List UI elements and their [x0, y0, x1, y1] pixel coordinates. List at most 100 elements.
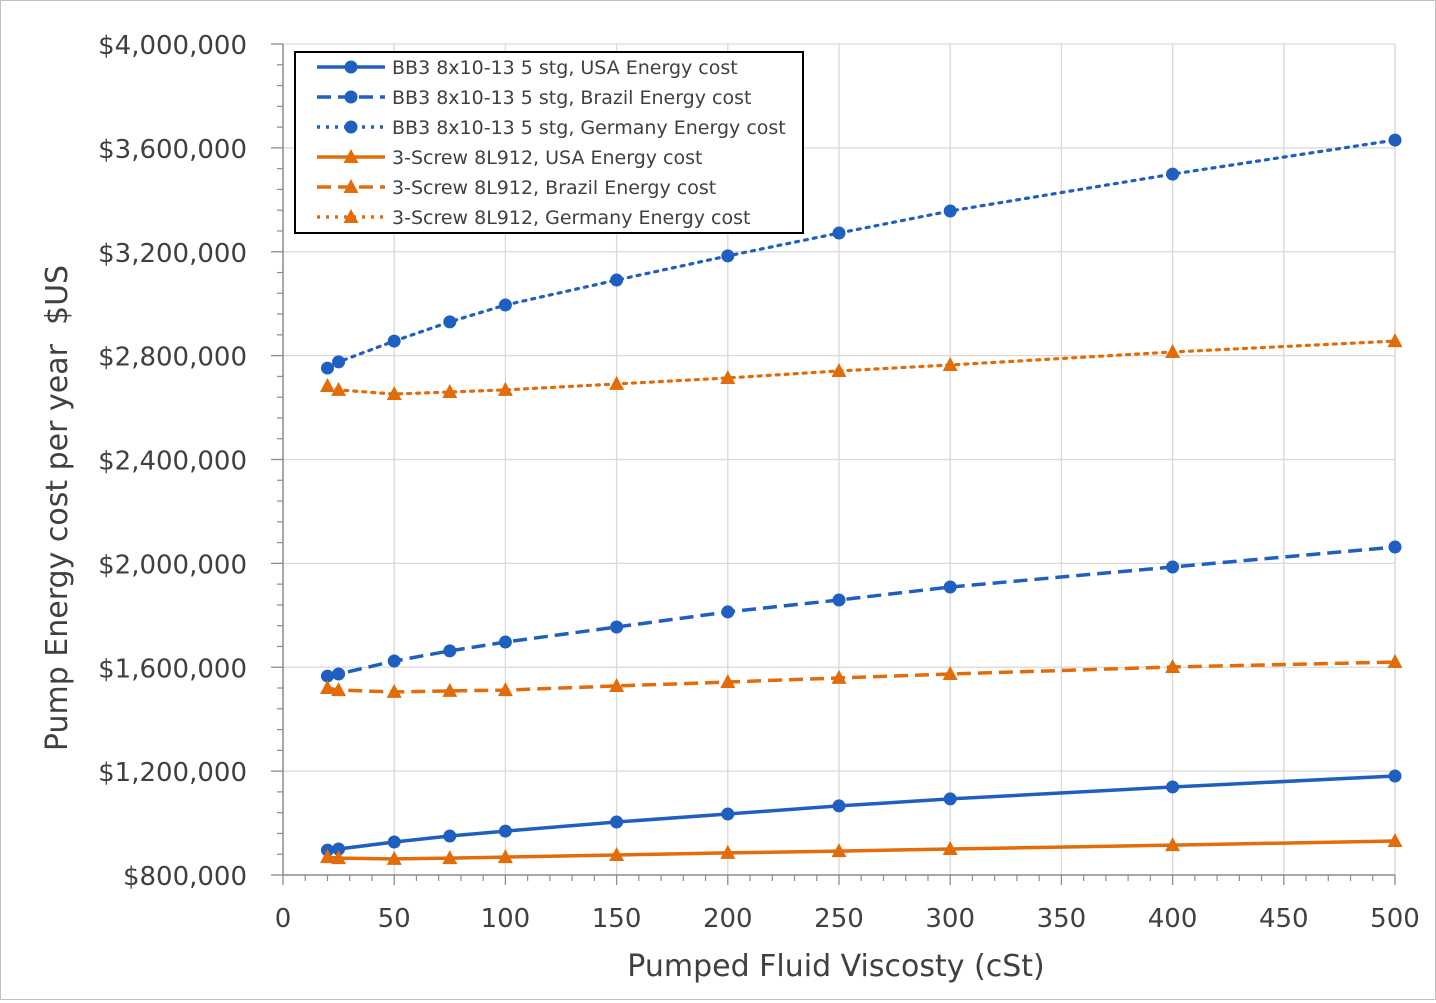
legend-label: BB3 8x10-13 5 stg, USA Energy cost [392, 57, 738, 79]
x-tick-label: 350 [1037, 904, 1087, 934]
x-tick-label: 400 [1148, 904, 1198, 934]
triangle-marker-icon [343, 179, 359, 193]
data-point [609, 677, 625, 692]
circle-marker-icon [344, 60, 358, 74]
legend-label: BB3 8x10-13 5 stg, Germany Energy cost [392, 117, 786, 139]
y-tick-label: $800,000 [123, 862, 247, 892]
data-point [721, 807, 735, 821]
data-point [443, 315, 457, 329]
series-line [325, 138, 1397, 370]
legend-item: BB3 8x10-13 5 stg, Germany Energy cost [317, 117, 786, 139]
y-tick-label: $1,600,000 [98, 654, 247, 684]
legend: BB3 8x10-13 5 stg, USA Energy cost BB3 8x… [294, 51, 804, 234]
x-tick-label: 100 [481, 904, 531, 934]
data-point [831, 843, 847, 858]
series-6 [319, 333, 1403, 401]
legend-label: 3-Screw 8L912, USA Energy cost [392, 147, 702, 169]
legend-item: 3-Screw 8L912, Brazil Energy cost [317, 177, 716, 199]
data-point [497, 849, 513, 864]
data-point [721, 605, 735, 619]
series-line [327, 660, 1396, 694]
data-point [942, 356, 958, 371]
data-point [1388, 540, 1402, 554]
y-axis-label: Pump Energy cost per year $US [40, 265, 75, 751]
x-tick-label: 200 [703, 904, 753, 934]
x-tick-label: 250 [814, 904, 864, 934]
data-point [332, 355, 346, 369]
legend-item: BB3 8x10-13 5 stg, Brazil Energy cost [317, 87, 751, 109]
data-point [1387, 654, 1403, 669]
legend-label: BB3 8x10-13 5 stg, Brazil Energy cost [392, 87, 751, 109]
y-tick-label: $2,400,000 [98, 447, 247, 477]
data-point [387, 835, 401, 849]
data-point [1388, 133, 1402, 147]
data-point [319, 680, 335, 695]
triangle-marker-icon [343, 209, 359, 223]
data-point [442, 383, 458, 398]
data-point [609, 375, 625, 390]
triangle-marker-icon [343, 149, 359, 163]
data-point [832, 226, 846, 240]
data-point [498, 635, 512, 649]
data-point [942, 666, 958, 681]
y-tick-label: $3,200,000 [98, 239, 247, 269]
data-point [332, 667, 346, 681]
x-tick-label: 50 [378, 904, 411, 934]
data-point [498, 298, 512, 312]
data-point [832, 593, 846, 607]
series-2 [320, 540, 1402, 683]
series-group [319, 133, 1403, 865]
data-point [497, 381, 513, 396]
y-tick-label: $3,600,000 [98, 135, 247, 165]
series-line [325, 339, 1397, 396]
y-tick-label: $2,000,000 [98, 550, 247, 580]
x-tick-label: 500 [1370, 904, 1420, 934]
data-point [386, 683, 402, 698]
x-axis-label: Pumped Fluid Viscosty (cSt) [627, 949, 1044, 984]
data-point [320, 361, 334, 375]
x-tick-label: 150 [592, 904, 642, 934]
data-point [443, 644, 457, 658]
data-point [320, 669, 334, 683]
y-tick-label: $2,800,000 [98, 343, 247, 373]
data-point [943, 580, 957, 594]
y-tick-label: $4,000,000 [98, 31, 247, 61]
data-point [1166, 780, 1180, 794]
data-point [831, 669, 847, 684]
data-point [831, 362, 847, 377]
data-point [1388, 769, 1402, 783]
legend-label: 3-Screw 8L912, Germany Energy cost [392, 207, 750, 229]
legend-label: 3-Screw 8L912, Brazil Energy cost [392, 177, 716, 199]
data-point [1166, 560, 1180, 574]
x-tick-label: 450 [1259, 904, 1309, 934]
series-1 [320, 769, 1402, 857]
circle-marker-icon [344, 90, 358, 104]
circle-marker-icon [344, 120, 358, 134]
series-line [327, 545, 1396, 678]
data-point [443, 829, 457, 843]
axes: 0 50 100 150 200 250 300 350 400 450 500 $800,000 $1… [98, 31, 1420, 934]
data-point [1165, 837, 1181, 852]
series-3 [320, 133, 1402, 375]
data-point [942, 841, 958, 856]
data-point [832, 799, 846, 813]
data-point [386, 386, 402, 401]
data-point [331, 682, 347, 697]
series-4 [319, 832, 1403, 865]
data-point [720, 844, 736, 859]
data-point [387, 654, 401, 668]
data-point [497, 682, 513, 697]
legend-box [294, 51, 804, 234]
legend-item: BB3 8x10-13 5 stg, USA Energy cost [317, 57, 738, 79]
data-point [386, 850, 402, 865]
data-point [442, 850, 458, 865]
x-tick-label: 0 [275, 904, 292, 934]
data-point [319, 849, 335, 864]
data-point [720, 369, 736, 384]
data-point [610, 620, 624, 634]
series-line [327, 839, 1396, 861]
data-point [331, 381, 347, 396]
data-point [332, 842, 346, 856]
data-point [610, 273, 624, 287]
